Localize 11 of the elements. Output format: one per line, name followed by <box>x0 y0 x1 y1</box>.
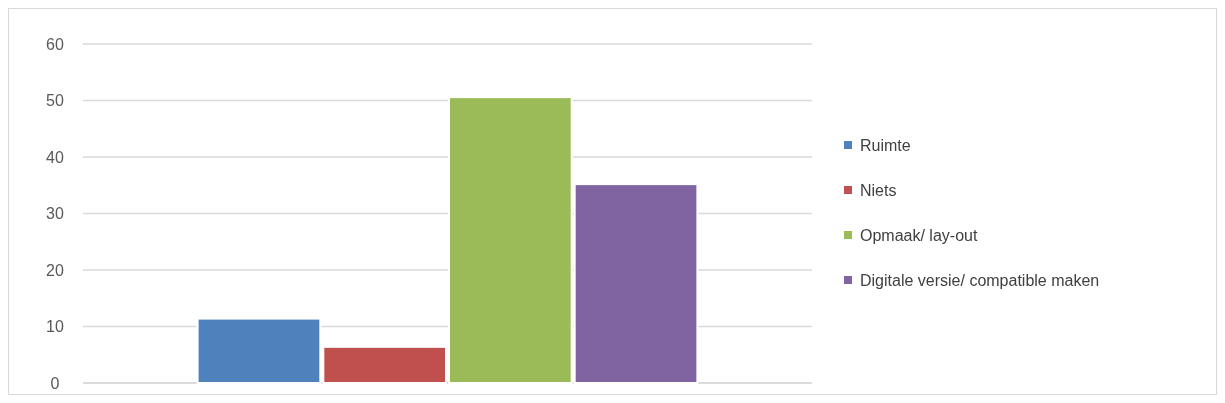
legend-label: Niets <box>860 181 897 199</box>
y-tick-label: 40 <box>46 148 64 166</box>
y-tick-label: 60 <box>46 35 64 53</box>
y-tick-label: 50 <box>46 92 64 110</box>
y-tick-label: 20 <box>46 261 64 279</box>
legend-label: Digitale versie/ compatible maken <box>860 271 1100 289</box>
legend-label: Opmaak/ lay-out <box>860 226 978 244</box>
legend-label: Ruimte <box>860 136 911 154</box>
y-tick-label: 30 <box>46 205 64 223</box>
y-tick-label: 10 <box>46 318 64 336</box>
y-tick-label: 0 <box>50 374 60 392</box>
